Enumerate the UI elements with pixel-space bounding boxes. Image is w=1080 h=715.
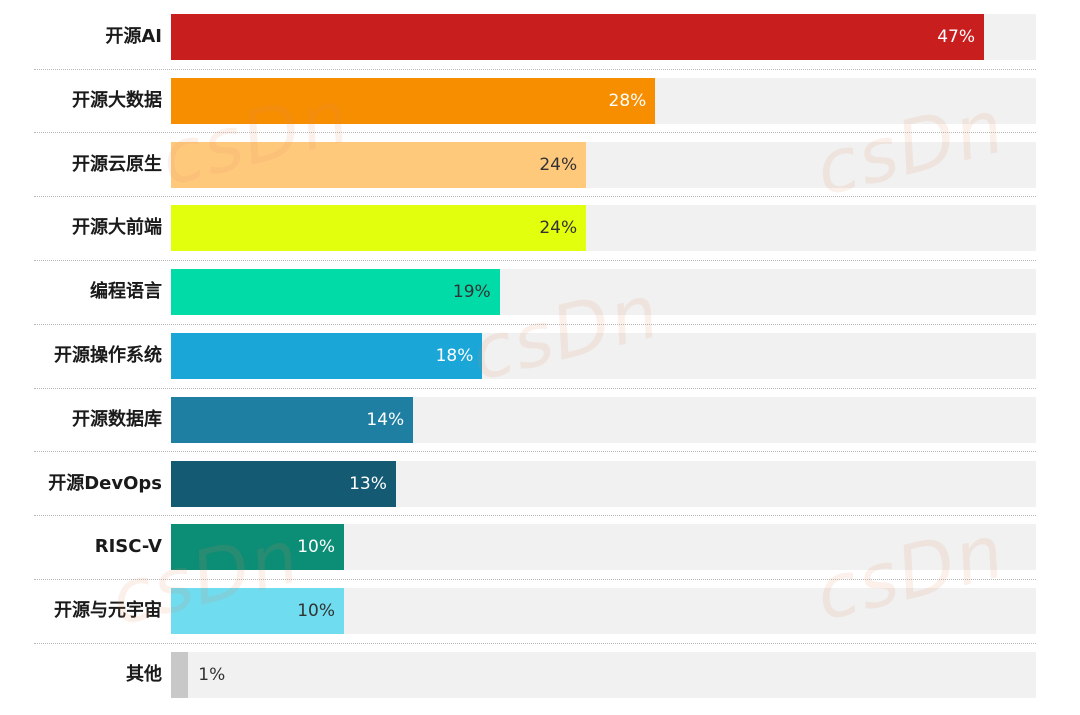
value-label: 10% bbox=[297, 537, 335, 558]
row-divider bbox=[34, 323, 1036, 325]
bar bbox=[171, 396, 414, 443]
row-divider bbox=[34, 451, 1036, 453]
row-divider bbox=[34, 196, 1036, 198]
bar bbox=[171, 141, 587, 188]
row-divider bbox=[34, 259, 1036, 261]
row-divider bbox=[34, 132, 1036, 134]
bar-row: 开源与元宇宙 10% bbox=[0, 588, 1080, 635]
row-divider bbox=[34, 642, 1036, 644]
category-label: RISC-V bbox=[94, 536, 162, 558]
bar bbox=[171, 205, 587, 252]
row-divider bbox=[34, 68, 1036, 70]
bar bbox=[171, 460, 396, 507]
value-label: 14% bbox=[366, 409, 405, 430]
category-label: 开源云原生 bbox=[72, 153, 162, 175]
row-divider bbox=[34, 578, 1036, 580]
bar-track bbox=[171, 652, 1036, 698]
bar bbox=[171, 77, 656, 124]
bar bbox=[171, 14, 984, 60]
value-label: 13% bbox=[349, 473, 387, 494]
row-divider bbox=[34, 515, 1036, 517]
row-divider bbox=[34, 387, 1036, 389]
bar-row: 开源操作系统 18% bbox=[0, 333, 1080, 379]
category-label: 开源大前端 bbox=[72, 217, 162, 239]
bar bbox=[171, 333, 483, 379]
category-label: 编程语言 bbox=[90, 281, 162, 303]
bar bbox=[171, 588, 344, 635]
bar-row: 其他 1% bbox=[0, 652, 1080, 698]
category-label: 开源DevOps bbox=[48, 472, 162, 494]
bar-row: 开源大前端 24% bbox=[0, 205, 1080, 252]
category-label: 开源与元宇宙 bbox=[54, 600, 162, 622]
category-label: 开源大数据 bbox=[72, 89, 162, 111]
bar-row: 开源数据库 14% bbox=[0, 396, 1080, 443]
category-label: 开源操作系统 bbox=[54, 345, 162, 366]
value-label: 24% bbox=[539, 154, 578, 175]
value-label: 28% bbox=[608, 90, 647, 111]
bar bbox=[171, 652, 189, 698]
bar-row: 开源大数据 28% bbox=[0, 77, 1080, 124]
value-label: 24% bbox=[539, 218, 578, 239]
bar-row: 开源AI 47% bbox=[0, 14, 1080, 60]
value-label: 10% bbox=[297, 601, 335, 622]
value-label: 19% bbox=[452, 282, 491, 303]
category-label: 开源数据库 bbox=[72, 408, 162, 430]
bar-row: 编程语言 19% bbox=[0, 269, 1080, 316]
bar bbox=[171, 269, 500, 316]
bar-row: RISC-V 10% bbox=[0, 524, 1080, 571]
bar bbox=[171, 524, 344, 571]
value-label: 47% bbox=[937, 27, 975, 47]
value-label: 1% bbox=[198, 665, 226, 685]
value-label: 18% bbox=[435, 346, 474, 366]
category-label: 开源AI bbox=[105, 26, 162, 47]
category-label: 其他 bbox=[126, 664, 162, 685]
bar-row: 开源DevOps 13% bbox=[0, 460, 1080, 507]
bar-row: 开源云原生 24% bbox=[0, 141, 1080, 188]
